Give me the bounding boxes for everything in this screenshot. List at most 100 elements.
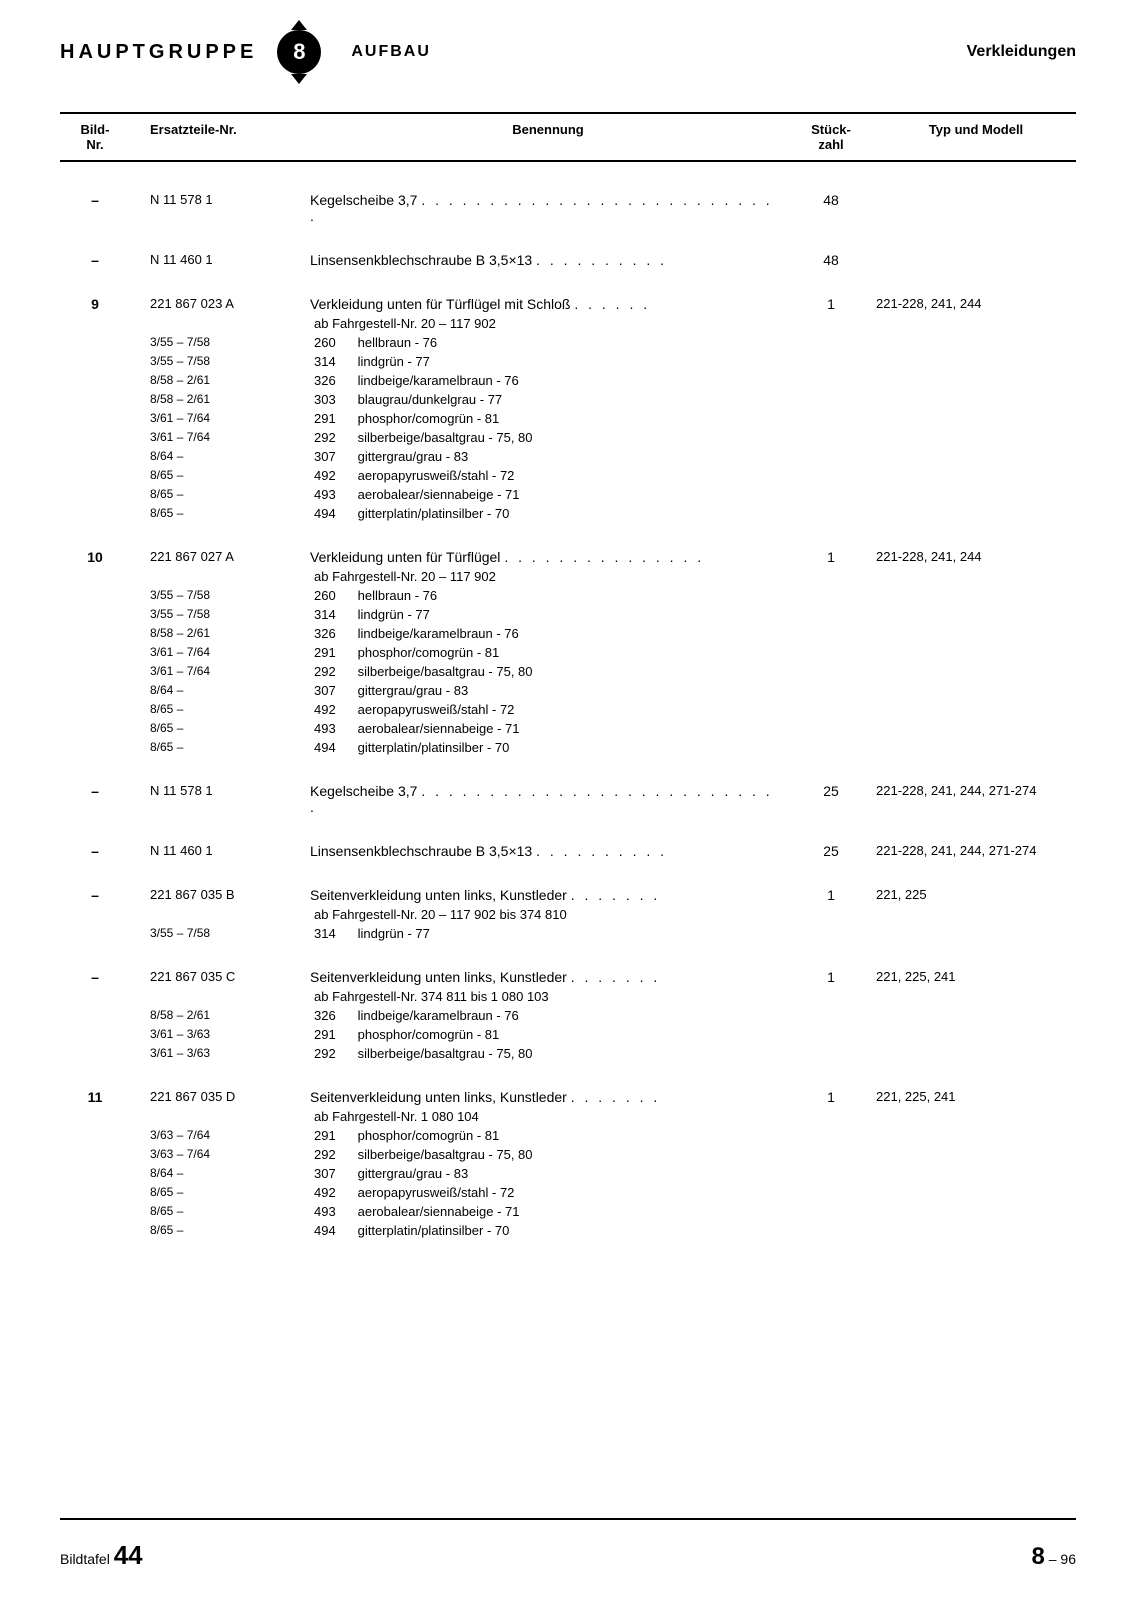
cell-note: ab Fahrgestell-Nr. 20 – 117 902 <box>310 569 786 584</box>
cell-color: 291 phosphor/comogrün - 81 <box>310 1027 786 1042</box>
cell-daterange: 3/55 – 7/58 <box>140 607 300 621</box>
cell-daterange: 3/61 – 3/63 <box>140 1046 300 1060</box>
color-code: 494 <box>314 506 354 521</box>
color-code: 307 <box>314 683 354 698</box>
cell-daterange: 8/65 – <box>140 1204 300 1218</box>
cell-bild: 10 <box>60 549 130 565</box>
color-code: 291 <box>314 1128 354 1143</box>
color-code: 307 <box>314 1166 354 1181</box>
table-subrow: 3/63 – 7/64 291 phosphor/comogrün - 81 <box>60 1128 1076 1143</box>
color-code: 493 <box>314 721 354 736</box>
color-code: 292 <box>314 1147 354 1162</box>
cell-note: ab Fahrgestell-Nr. 1 080 104 <box>310 1109 786 1124</box>
cell-daterange: 3/61 – 7/64 <box>140 645 300 659</box>
table-subrow: 8/65 – 492 aeropapyrusweiß/stahl - 72 <box>60 702 1076 717</box>
cell-color: 494 gitterplatin/platinsilber - 70 <box>310 740 786 755</box>
cell-ersatz: 221 867 027 A <box>140 549 300 564</box>
cell-daterange: 8/58 – 2/61 <box>140 626 300 640</box>
dots: . . . . . . . <box>571 969 661 985</box>
verkleidungen-label: Verkleidungen <box>967 43 1076 61</box>
cell-bild: – <box>60 192 130 208</box>
cell-daterange: 8/65 – <box>140 702 300 716</box>
col-header-stuck: Stück-zahl <box>796 122 866 152</box>
color-code: 494 <box>314 740 354 755</box>
cell-daterange: 3/61 – 3/63 <box>140 1027 300 1041</box>
table-note-row: ab Fahrgestell-Nr. 374 811 bis 1 080 103 <box>60 989 1076 1004</box>
table-group: 11 221 867 035 D Seitenverkleidung unten… <box>60 1089 1076 1238</box>
footer-left: Bildtafel 44 <box>60 1540 143 1571</box>
cell-benennung: Seitenverkleidung unten links, Kunstlede… <box>310 887 786 903</box>
cell-stuck: 1 <box>796 969 866 985</box>
table-note-row: ab Fahrgestell-Nr. 1 080 104 <box>60 1109 1076 1124</box>
table-row: 10 221 867 027 A Verkleidung unten für T… <box>60 549 1076 565</box>
cell-color: 326 lindbeige/karamelbraun - 76 <box>310 1008 786 1023</box>
table-subrow: 3/63 – 7/64 292 silberbeige/basaltgrau -… <box>60 1147 1076 1162</box>
cell-bild: – <box>60 887 130 903</box>
cell-daterange: 8/58 – 2/61 <box>140 373 300 387</box>
color-code: 292 <box>314 1046 354 1061</box>
cell-bild: – <box>60 252 130 268</box>
cell-ersatz: 221 867 023 A <box>140 296 300 311</box>
dots: . . . . . . . . . . <box>536 843 667 859</box>
color-code: 291 <box>314 1027 354 1042</box>
cell-daterange: 8/65 – <box>140 468 300 482</box>
color-code: 493 <box>314 1204 354 1219</box>
table-subrow: 8/65 – 493 aerobalear/siennabeige - 71 <box>60 721 1076 736</box>
color-code: 314 <box>314 354 354 369</box>
cell-color: 303 blaugrau/dunkelgrau - 77 <box>310 392 786 407</box>
table-subrow: 3/55 – 7/58 260 hellbraun - 76 <box>60 335 1076 350</box>
cell-bild: – <box>60 843 130 859</box>
cell-daterange: 8/65 – <box>140 740 300 754</box>
color-code: 326 <box>314 626 354 641</box>
cell-typ: 221-228, 241, 244, 271-274 <box>876 843 1076 858</box>
cell-benennung: Kegelscheibe 3,7 . . . . . . . . . . . .… <box>310 192 786 224</box>
cell-stuck: 48 <box>796 252 866 268</box>
cell-color: 307 gittergrau/grau - 83 <box>310 449 786 464</box>
table-subrow: 8/64 – 307 gittergrau/grau - 83 <box>60 1166 1076 1181</box>
table-subrow: 8/65 – 494 gitterplatin/platinsilber - 7… <box>60 1223 1076 1238</box>
table-group: – N 11 578 1 Kegelscheibe 3,7 . . . . . … <box>60 783 1076 815</box>
table-subrow: 8/65 – 494 gitterplatin/platinsilber - 7… <box>60 740 1076 755</box>
cell-daterange: 8/65 – <box>140 487 300 501</box>
cell-stuck: 25 <box>796 843 866 859</box>
table-row: – N 11 460 1 Linsensenkblechschraube B 3… <box>60 252 1076 268</box>
color-code: 307 <box>314 449 354 464</box>
table-group: – 221 867 035 B Seitenverkleidung unten … <box>60 887 1076 941</box>
color-code: 260 <box>314 335 354 350</box>
cell-ersatz: N 11 578 1 <box>140 783 300 798</box>
table-row: 11 221 867 035 D Seitenverkleidung unten… <box>60 1089 1076 1105</box>
color-code: 291 <box>314 411 354 426</box>
cell-ersatz: N 11 460 1 <box>140 843 300 858</box>
color-code: 326 <box>314 1008 354 1023</box>
table-subrow: 3/61 – 7/64 291 phosphor/comogrün - 81 <box>60 411 1076 426</box>
cell-daterange: 3/55 – 7/58 <box>140 335 300 349</box>
cell-typ: 221-228, 241, 244 <box>876 296 1076 311</box>
color-code: 492 <box>314 468 354 483</box>
cell-benennung: Verkleidung unten für Türflügel . . . . … <box>310 549 786 565</box>
cell-typ: 221-228, 241, 244, 271-274 <box>876 783 1076 798</box>
cell-color: 314 lindgrün - 77 <box>310 354 786 369</box>
table-subrow: 3/61 – 3/63 291 phosphor/comogrün - 81 <box>60 1027 1076 1042</box>
cell-color: 494 gitterplatin/platinsilber - 70 <box>310 1223 786 1238</box>
color-code: 303 <box>314 392 354 407</box>
dots: . . . . . . . <box>571 1089 661 1105</box>
cell-daterange: 8/64 – <box>140 1166 300 1180</box>
cell-benennung: Kegelscheibe 3,7 . . . . . . . . . . . .… <box>310 783 786 815</box>
cell-color: 492 aeropapyrusweiß/stahl - 72 <box>310 702 786 717</box>
cell-daterange: 3/55 – 7/58 <box>140 926 300 940</box>
table-subrow: 8/58 – 2/61 303 blaugrau/dunkelgrau - 77 <box>60 392 1076 407</box>
cell-note: ab Fahrgestell-Nr. 20 – 117 902 <box>310 316 786 331</box>
table-subrow: 8/58 – 2/61 326 lindbeige/karamelbraun -… <box>60 626 1076 641</box>
table-subrow: 3/55 – 7/58 260 hellbraun - 76 <box>60 588 1076 603</box>
table-subrow: 8/65 – 493 aerobalear/siennabeige - 71 <box>60 1204 1076 1219</box>
cell-daterange: 3/61 – 7/64 <box>140 411 300 425</box>
color-code: 291 <box>314 645 354 660</box>
table-row: – N 11 578 1 Kegelscheibe 3,7 . . . . . … <box>60 783 1076 815</box>
cell-color: 307 gittergrau/grau - 83 <box>310 1166 786 1181</box>
cell-color: 260 hellbraun - 76 <box>310 335 786 350</box>
color-code: 326 <box>314 373 354 388</box>
cell-bild: 11 <box>60 1089 130 1105</box>
cell-stuck: 1 <box>796 887 866 903</box>
cell-daterange: 8/65 – <box>140 506 300 520</box>
cell-ersatz: N 11 578 1 <box>140 192 300 207</box>
